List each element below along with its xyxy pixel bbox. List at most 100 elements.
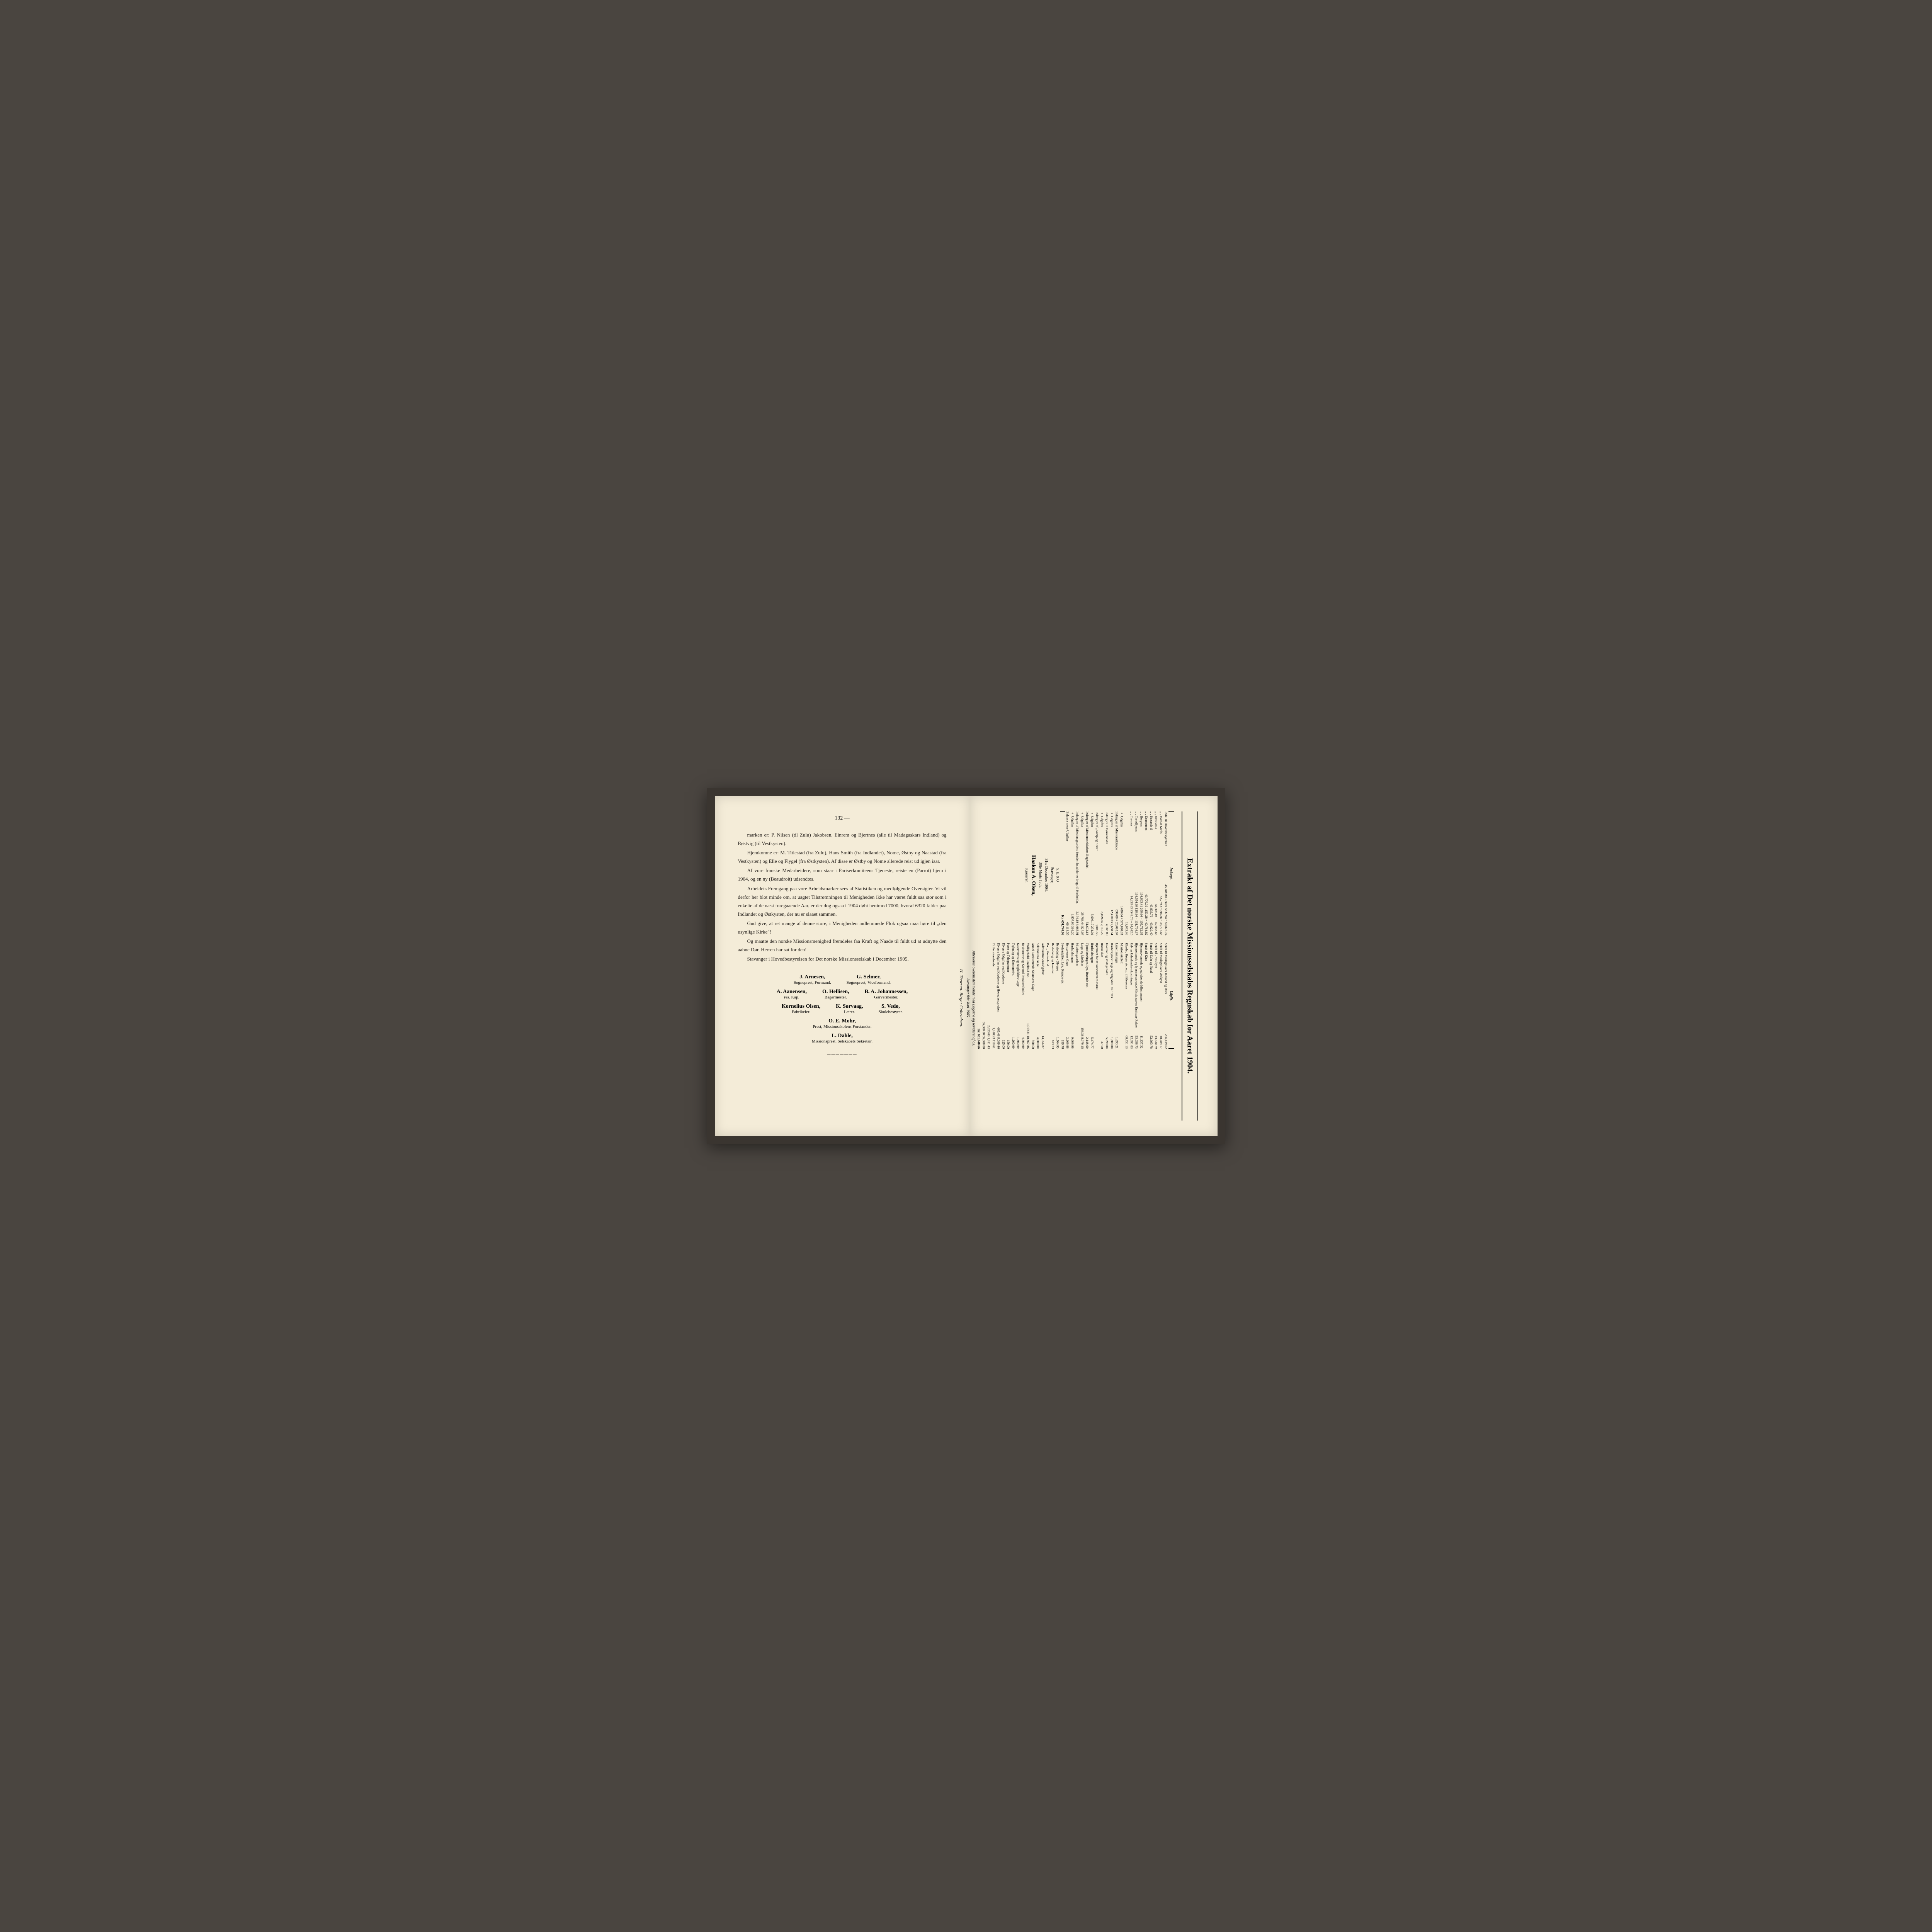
row-value: 103.33 xyxy=(1050,1040,1055,1049)
row-value: 25,786.44 527.07 xyxy=(1080,912,1085,935)
ledger-row: Administrationsudgifter:14,656.87 xyxy=(1041,943,1046,1049)
row-value: 198,554.69 128.84 = 131,794.37 xyxy=(1134,892,1139,935)
ledger-row: „ „ Drammens40,776.36 1153.28 = 40,784.8… xyxy=(1144,811,1149,935)
signature: A. Aanensen, res. Kap. xyxy=(777,989,807,1000)
ledger-row: 13,973.36 xyxy=(1124,811,1129,935)
ledger-row: Hjemreisende og hjemmeværende Missionære… xyxy=(1134,943,1139,1049)
row-label: „ „ Trondhjems xyxy=(1134,811,1139,884)
signature: O. E. Mohr, Prest, Missionsskolens Forst… xyxy=(813,1018,871,1029)
ledger-row: „ „ Hamar Kreds32,779.37 998.26 = 33,777… xyxy=(1159,811,1164,935)
ledger-row: Ud- og Udenlandsomkostninger 12,591.03 xyxy=(1129,943,1134,1049)
ledger-row: Indtægter af „Kamp og Seier" 3,005.56 xyxy=(1095,811,1100,935)
ledger-row: Indk. til Hovedbestyrelsen45,288.80 Rent… xyxy=(1163,811,1168,935)
row-value: 2,148.60 xyxy=(1085,1037,1090,1049)
signer-name: Kornelius Olsen, xyxy=(782,1003,820,1010)
row-label: Inventar og Vedligehold xyxy=(1104,943,1109,1029)
left-page: 132 — marken er: P. Nilsen (til Zulu) Ja… xyxy=(715,796,970,1136)
row-value: 150.00 xyxy=(1006,1040,1011,1049)
row-value: 1,800.00 xyxy=(1109,1037,1114,1049)
row-value: 1,318.93 118.61 xyxy=(991,1027,996,1049)
signature: J. Arnesen, Sogneprest, Formand. xyxy=(794,974,831,985)
expense-column: Udgift. Sendt til Madagaskars Indland og… xyxy=(958,943,1174,1049)
body-text: marken er: P. Nilsen (til Zulu) Jakobsen… xyxy=(738,831,947,963)
ledger-row: Porto og Telegrammer150.00 xyxy=(1006,943,1011,1049)
row-value: 3,099.66 2,145.22 xyxy=(1100,912,1105,935)
ledger-row: ÷ Udgifter 5,696.17 274.04 xyxy=(1090,811,1095,935)
signer-name: K. Sørvaag, xyxy=(836,1003,863,1010)
row-value: 12,591.03 xyxy=(1129,1036,1134,1049)
signer-title: Sogneprest, Viceformand. xyxy=(847,980,891,985)
ledger-row: Bekledning og Inventar103.33 xyxy=(1050,943,1055,1049)
signature-row: A. Aanensen, res. Kap. O. Hellisen, Bage… xyxy=(738,989,947,1000)
row-label: Indtægter af „Kamp og Seier" xyxy=(1095,811,1100,916)
row-value: 1,564.93 xyxy=(1055,1037,1060,1049)
row-label: „ „ Kristiania xyxy=(1154,811,1159,896)
row-value: 13,973.36 xyxy=(1124,922,1129,935)
row-value: 500.00 xyxy=(1031,1040,1036,1049)
row-value: 5,690.00 xyxy=(1104,1037,1109,1049)
row-value: 43,833.76 — 43,929.40 xyxy=(1149,904,1154,935)
row-label xyxy=(986,943,991,1017)
row-value: 156.36 8,979.15 xyxy=(1080,1027,1085,1049)
signer-name: L. Dahle, xyxy=(812,1033,872,1039)
attestation: Attesteres overensstemmende med Bøgerne … xyxy=(958,947,976,1049)
row-label: ÷ Udgifter xyxy=(1109,811,1114,902)
row-value: 60,113.55 xyxy=(1065,922,1070,935)
paragraph: Hjemkomne er: M. Titlestad (fra Zulu), H… xyxy=(738,849,947,866)
row-value: 325.00 xyxy=(1001,1040,1006,1049)
signer-name: B. A. Johannessen, xyxy=(865,989,908,995)
row-value: 5,474.77 xyxy=(1090,1037,1095,1049)
signer-title: Sogneprest, Formand. xyxy=(794,980,831,985)
paragraph: Stavanger i Hovedbestyrelsen for Det nor… xyxy=(738,955,947,963)
row-label: Ud- og Udenlandsomkostninger xyxy=(1129,943,1134,1028)
signature-row: J. Arnesen, Sogneprest, Formand. G. Selm… xyxy=(738,974,947,985)
row-label: Sendt til Madagaskars Indland og Bara xyxy=(1163,943,1168,1026)
row-label: Indtægter af Missionsgaarden, foruden hv… xyxy=(1075,811,1080,904)
row-value: 1,857.98 316.20 xyxy=(1070,914,1075,935)
row-label: „ „ Hamar Kreds xyxy=(1159,811,1164,888)
row-value: 4,000.00 xyxy=(1036,1037,1041,1049)
row-label: Brændskat xyxy=(1100,943,1105,1034)
row-value: 1,919.31 10,867.86 xyxy=(1026,1023,1031,1049)
row-label: Vedligehold Raadhold etc. xyxy=(1026,943,1031,1015)
row-value: 12,410.03 7,688.64 xyxy=(1109,910,1114,935)
row-label: Klæder, Bøger etc. etc. til Eleverne xyxy=(1124,943,1129,1028)
ledger-row: Sendt til Madagaskars Østkyst40,284.17 xyxy=(1159,943,1164,1049)
row-label: Sendt til „ Vestkyst xyxy=(1154,943,1159,1028)
income-column: Indtægt. Indk. til Hovedbestyrelsen45,28… xyxy=(958,811,1174,935)
paragraph: Gud give, at ret mange af denne store, i… xyxy=(738,919,947,936)
ledger-row: Husbestyinde Gage og Tilgodeh. fra 19031… xyxy=(1109,943,1114,1049)
row-label: Administrationsudgifter: xyxy=(1041,943,1046,1028)
row-label: Sendt til Kina xyxy=(1144,943,1149,1041)
row-label: Til Pensionsfondet xyxy=(991,943,996,1020)
signer-name: S. Vedø, xyxy=(879,1003,903,1010)
row-label: Indtægter af Missionsselskabets Boghande… xyxy=(1085,811,1090,914)
row-value: 56,407.04 — 57,058.64 xyxy=(1154,904,1159,935)
seo-note: S. E. & O xyxy=(1055,815,1060,935)
ledger-row: 2,020.03 1,311.43 xyxy=(986,943,991,1049)
ledger-row: Brændskat47.50 xyxy=(1100,943,1105,1049)
ledger-row: Do. „ Kontorhold xyxy=(1045,943,1050,1049)
row-label: Tjenerlønninger, Lys, Brænde etc. xyxy=(1085,943,1090,1029)
ledger-row: „ „ Kr.sands S—43,833.76 — 43,929.40 xyxy=(1149,811,1154,935)
row-label: Husholdningen xyxy=(1090,943,1095,1029)
expense-heading: Udgift. xyxy=(1168,943,1174,1049)
row-label: Sekretærens Gage xyxy=(1036,943,1041,1029)
signature: O. Hellisen, Bagermester. xyxy=(822,989,849,1000)
ledger-row: Indtægter af Missionsgaarden, foruden hv… xyxy=(1075,811,1080,935)
place: Stavanger, xyxy=(1049,815,1055,935)
ledger-row: Sendt til Zulu og Natal52,993.78 xyxy=(1149,943,1154,1049)
row-label: „ „ Bergens xyxy=(1139,811,1144,884)
row-value: 36,000.00 56,000.00 xyxy=(981,1022,986,1049)
row-label: Husholdningen xyxy=(1070,943,1075,1029)
row-label: Hjemmeværende og udreisende Missionærer xyxy=(1139,943,1144,1028)
row-label: Diverse Udgifter ved Kredsene xyxy=(1001,943,1006,1032)
ledger-row: Hjemmeværende og udreisende Missionærer 1… xyxy=(1139,943,1144,1049)
row-value: 11,337.32 xyxy=(1139,1036,1144,1049)
row-label: Kassererens og Bogholders Gage xyxy=(1016,943,1021,1029)
row-value: 14,223.63 3549.78 = 14,632.5 xyxy=(1129,896,1134,935)
page-number: 132 — xyxy=(738,815,947,821)
row-label: ÷ Udgifter xyxy=(1080,811,1085,905)
ledger-row: „ „ Kristiania 56,407.04 — 57,058.64 xyxy=(1154,811,1159,935)
date: 31te December 1904. xyxy=(1043,815,1049,935)
